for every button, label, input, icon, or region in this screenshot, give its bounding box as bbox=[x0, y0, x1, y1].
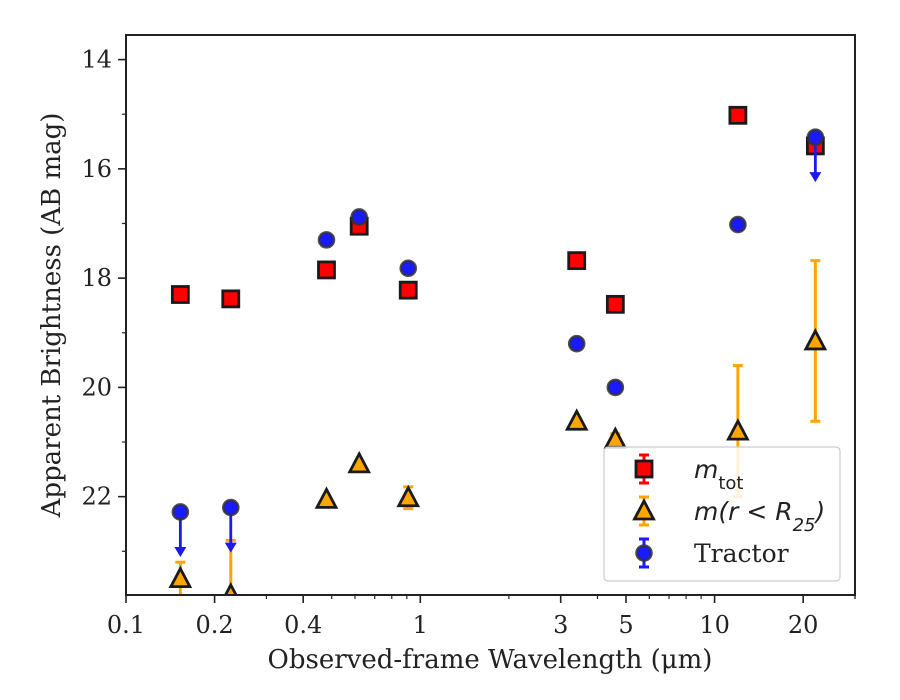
legend-label-main: Tractor bbox=[694, 539, 789, 568]
x-tick-label: 10 bbox=[699, 611, 730, 639]
tractor-point bbox=[221, 498, 240, 517]
tractor-point bbox=[729, 215, 747, 234]
mtot-point bbox=[317, 260, 336, 280]
series-tractor bbox=[171, 128, 825, 557]
legend-label: Tractor bbox=[694, 539, 789, 568]
tractor-point bbox=[317, 231, 336, 249]
y-tick-label: 16 bbox=[81, 155, 112, 183]
x-tick-label: 5 bbox=[618, 611, 633, 639]
mr25-point bbox=[726, 418, 750, 441]
legend-marker bbox=[632, 498, 656, 521]
x-axis-ticks: 0.1 0.2 0.4 1 3 5 10 20 bbox=[107, 595, 856, 639]
plot-frame bbox=[125, 34, 856, 596]
mtot-point bbox=[605, 294, 625, 314]
tractor-limit-arrow-head bbox=[174, 546, 187, 557]
tractor-point bbox=[399, 259, 418, 278]
mtot-point bbox=[398, 280, 418, 300]
x-tick-label: 0.2 bbox=[196, 611, 234, 639]
legend-label-main: m(r < R bbox=[694, 497, 793, 526]
tractor-point bbox=[606, 378, 625, 397]
tractor-point bbox=[350, 208, 368, 226]
y-axis-ticks: 14 16 18 20 22 bbox=[81, 46, 126, 552]
tractor-point bbox=[806, 128, 825, 146]
x-tick-label: 0.4 bbox=[284, 611, 322, 639]
x-axis-label: Observed-frame Wavelength (μm) bbox=[268, 645, 713, 675]
series-mtot bbox=[170, 105, 825, 314]
series-mr25 bbox=[168, 259, 828, 595]
y-tick-label: 18 bbox=[81, 264, 112, 292]
mr25-point bbox=[314, 486, 339, 509]
x-tick-label: 0.1 bbox=[107, 611, 145, 639]
mtot-point bbox=[221, 289, 241, 309]
x-tick-label: 1 bbox=[413, 611, 428, 639]
mtot-point bbox=[728, 105, 748, 125]
legend-box bbox=[603, 446, 841, 582]
y-tick-label: 22 bbox=[81, 483, 112, 511]
mr25-point bbox=[803, 327, 828, 351]
mr25-point bbox=[564, 408, 589, 431]
x-tick-label: 20 bbox=[788, 611, 819, 639]
legend-label: m(r < R25) bbox=[694, 497, 825, 536]
tractor-limit-arrow-head bbox=[809, 172, 822, 183]
mr25-point bbox=[347, 450, 372, 474]
data-marks bbox=[168, 105, 828, 595]
legend-label-subscript: 25 bbox=[793, 515, 816, 536]
tractor-point bbox=[567, 334, 586, 353]
legend-item-tractor: Tractor bbox=[635, 537, 789, 569]
mr25-point bbox=[396, 484, 421, 508]
y-tick-label: 14 bbox=[81, 46, 112, 74]
tractor-limit-arrow-head bbox=[224, 542, 237, 553]
legend-label-main: m bbox=[694, 455, 718, 484]
mr25-point bbox=[603, 426, 628, 449]
x-tick-label: 3 bbox=[553, 611, 568, 639]
legend-label-subscript: tot bbox=[718, 473, 743, 494]
legend-label-suffix: ) bbox=[814, 497, 826, 526]
tractor-point bbox=[171, 503, 190, 521]
legend-item-mr25: m(r < R25) bbox=[632, 495, 825, 536]
legend-marker bbox=[634, 459, 654, 479]
mtot-point bbox=[170, 285, 190, 304]
legend-marker bbox=[635, 544, 653, 562]
mr25-point bbox=[168, 565, 193, 589]
y-axis-label: Apparent Brightness (AB mag) bbox=[37, 113, 67, 519]
legend-label: mtot bbox=[694, 455, 744, 494]
mtot-point bbox=[567, 251, 587, 271]
y-tick-label: 20 bbox=[81, 373, 112, 401]
legend-item-mtot: mtot bbox=[634, 453, 744, 494]
